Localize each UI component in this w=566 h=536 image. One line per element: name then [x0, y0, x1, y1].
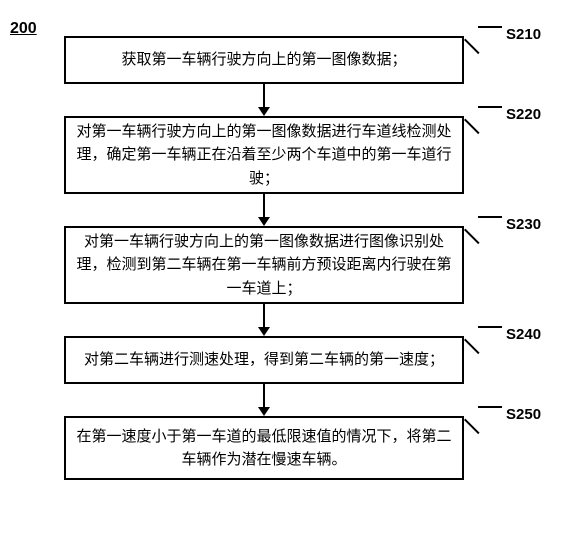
connector-arrowhead [258, 407, 270, 416]
flow-step-s210: 获取第一车辆行驶方向上的第一图像数据； [64, 36, 464, 84]
connector-line [263, 194, 265, 217]
callout-diagonal [464, 119, 479, 134]
flow-step-s230: 对第一车辆行驶方向上的第一图像数据进行图像识别处理，检测到第二车辆在第一车辆前方… [64, 226, 464, 304]
flow-step-text: 对第一车辆行驶方向上的第一图像数据进行车道线检测处理，确定第一车辆正在沿着至少两… [76, 120, 452, 190]
flow-step-s240: 对第二车辆进行测速处理，得到第二车辆的第一速度； [64, 336, 464, 384]
flow-step-text: 对第二车辆进行测速处理，得到第二车辆的第一速度； [84, 348, 444, 371]
step-label-s240: S240 [506, 326, 541, 343]
callout-diagonal [464, 39, 479, 54]
callout-horizontal [478, 26, 502, 28]
callout-diagonal [464, 339, 479, 354]
callout-horizontal [478, 326, 502, 328]
callout-horizontal [478, 216, 502, 218]
step-label-s220: S220 [506, 106, 541, 123]
callout-horizontal [478, 106, 502, 108]
callout-horizontal [478, 406, 502, 408]
connector-line [263, 84, 265, 107]
step-label-s210: S210 [506, 26, 541, 43]
connector-line [263, 384, 265, 407]
flow-step-text: 对第一车辆行驶方向上的第一图像数据进行图像识别处理，检测到第二车辆在第一车辆前方… [76, 230, 452, 300]
callout-diagonal [464, 419, 479, 434]
connector-arrowhead [258, 217, 270, 226]
flow-step-s250: 在第一速度小于第一车道的最低限速值的情况下，将第二车辆作为潜在慢速车辆。 [64, 416, 464, 480]
step-label-s250: S250 [506, 406, 541, 423]
callout-diagonal [464, 229, 479, 244]
connector-arrowhead [258, 327, 270, 336]
connector-line [263, 304, 265, 327]
step-label-s230: S230 [506, 216, 541, 233]
flow-step-text: 获取第一车辆行驶方向上的第一图像数据； [121, 48, 406, 71]
figure-number: 200 [10, 20, 37, 38]
connector-arrowhead [258, 107, 270, 116]
flow-step-text: 在第一速度小于第一车道的最低限速值的情况下，将第二车辆作为潜在慢速车辆。 [76, 425, 452, 472]
flow-step-s220: 对第一车辆行驶方向上的第一图像数据进行车道线检测处理，确定第一车辆正在沿着至少两… [64, 116, 464, 194]
